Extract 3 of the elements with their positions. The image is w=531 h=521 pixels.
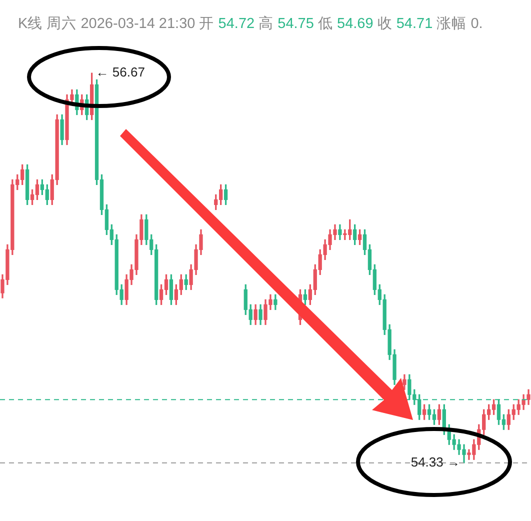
annotation: 54.33 → <box>410 454 460 470</box>
annotation: ← 56.67 <box>96 64 145 80</box>
text: K线 周六 2026-03-14 21:30 开 54.72 高 54.75 低 54.69 收 54.71 涨幅 0. <box>18 16 483 32</box>
